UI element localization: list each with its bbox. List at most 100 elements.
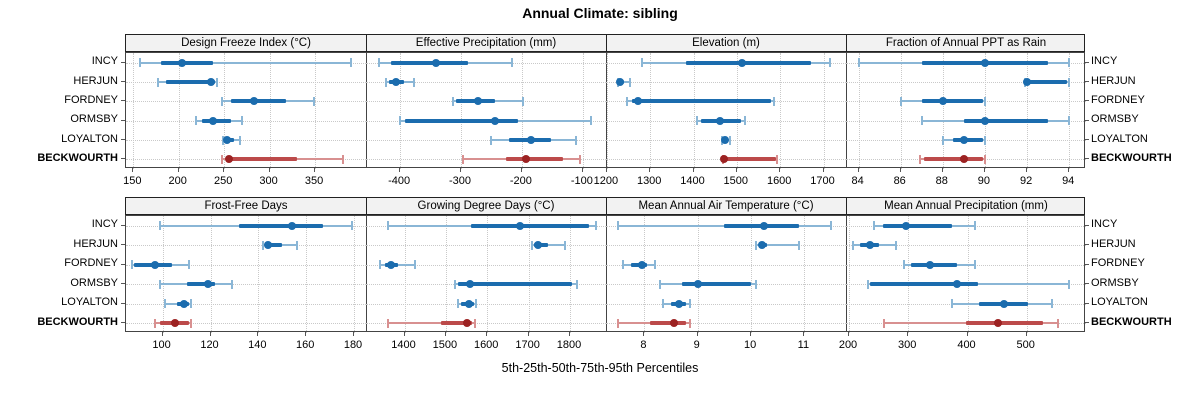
grid-vline <box>606 53 608 169</box>
y-tick <box>121 139 125 140</box>
x-tick <box>486 332 488 336</box>
x-tick <box>779 168 781 172</box>
whisker-cap-high <box>295 240 298 250</box>
median-dot <box>526 136 535 144</box>
y-tick <box>121 158 125 160</box>
iqr-box <box>230 99 286 104</box>
panel-separator <box>846 216 847 331</box>
whisker-cap-high <box>983 96 986 106</box>
iqr-box <box>506 157 563 162</box>
whisker-cap-high <box>729 135 732 145</box>
x-tick <box>983 168 985 172</box>
whisker-cap-high <box>1050 299 1053 309</box>
whisker-cap-high <box>342 154 345 164</box>
row-label-left: FORDNEY <box>64 93 118 106</box>
grid-vline <box>224 53 226 169</box>
grid-vline <box>751 216 753 333</box>
whisker-cap-low <box>662 299 665 309</box>
median-dot <box>287 221 296 230</box>
median-dot <box>209 116 218 125</box>
whisker-cap-high <box>187 260 190 270</box>
x-tick <box>907 332 909 336</box>
x-tick-label: 1800 <box>556 339 582 351</box>
grid-vline <box>697 216 699 333</box>
whisker-cap-low <box>456 299 459 309</box>
whisker-cap-high <box>688 318 691 328</box>
median-dot <box>693 280 702 289</box>
grid-vline <box>445 216 447 333</box>
median-dot <box>720 155 729 164</box>
iqr-box <box>405 118 518 123</box>
y-tick <box>121 119 125 121</box>
x-tick <box>527 332 529 336</box>
whisker-cap-low <box>640 58 643 68</box>
panel-separator <box>606 53 607 167</box>
whisker-cap-low <box>616 221 619 231</box>
grid-hline <box>606 245 846 247</box>
x-tick <box>444 332 446 336</box>
x-tick-label: 1200 <box>593 175 619 187</box>
panel-separator <box>846 53 847 167</box>
median-dot <box>615 78 624 86</box>
grid-vline <box>461 53 462 169</box>
grid-hline <box>366 140 606 141</box>
x-tick <box>460 168 461 172</box>
whisker-cap-high <box>349 58 352 68</box>
x-tick <box>268 168 270 172</box>
x-tick <box>692 168 694 172</box>
iqr-box <box>686 60 811 65</box>
whisker-cap-low <box>852 240 855 250</box>
median-dot <box>533 241 542 250</box>
grid-vline <box>400 53 402 169</box>
x-tick <box>643 332 645 336</box>
row-label-right: BECKWOURTH <box>1091 151 1172 164</box>
x-tick <box>520 168 522 172</box>
whisker-cap-low <box>221 96 224 106</box>
x-tick <box>649 168 651 172</box>
iqr-box <box>458 282 573 287</box>
percentile-whisker <box>139 61 351 64</box>
row-label-left: LOYALTON <box>61 296 118 309</box>
grid-vline <box>258 216 260 333</box>
median-dot <box>757 241 766 250</box>
median-dot <box>463 319 471 328</box>
grid-vline <box>1027 53 1029 169</box>
whisker-cap-high <box>654 260 657 270</box>
x-tick <box>1026 168 1028 172</box>
grid-vline <box>315 53 317 169</box>
strip-separator <box>366 35 367 51</box>
grid-hline <box>606 264 846 266</box>
median-dot <box>980 58 989 67</box>
grid-vline <box>644 216 646 333</box>
grid-hline <box>606 82 846 83</box>
median-dot <box>473 97 482 106</box>
whisker-cap-low <box>920 116 923 126</box>
median-dot <box>637 260 646 269</box>
whisker-cap-low <box>384 77 387 87</box>
whisker-cap-high <box>231 279 233 289</box>
x-tick <box>399 168 401 172</box>
row-label-left: INCY <box>91 218 118 231</box>
whisker-cap-high <box>775 154 778 164</box>
iqr-box <box>923 157 983 162</box>
whisker-cap-high <box>414 260 417 270</box>
row-label-left: BECKWOURTH <box>37 151 118 164</box>
median-dot <box>222 136 231 144</box>
panel-strip-title: Mean Annual Precipitation (mm) <box>884 200 1048 212</box>
iqr-box <box>911 262 958 267</box>
whisker-cap-low <box>138 58 141 68</box>
y-tick <box>121 244 125 246</box>
row-label-right: HERJUN <box>1091 74 1136 87</box>
percentiles-caption: 5th-25th-50th-75th-95th Percentiles <box>501 361 699 375</box>
grid-vline <box>849 216 850 333</box>
whisker-cap-high <box>594 221 597 231</box>
x-tick-label: 500 <box>1016 339 1035 351</box>
median-dot <box>522 155 531 164</box>
grid-vline <box>162 216 164 333</box>
panel-separator <box>366 216 367 331</box>
x-tick-label: 8 <box>640 339 647 351</box>
median-dot <box>980 116 989 125</box>
whisker-cap-low <box>902 260 905 270</box>
x-tick-label: 1300 <box>636 175 662 187</box>
strip-separator <box>846 35 847 51</box>
